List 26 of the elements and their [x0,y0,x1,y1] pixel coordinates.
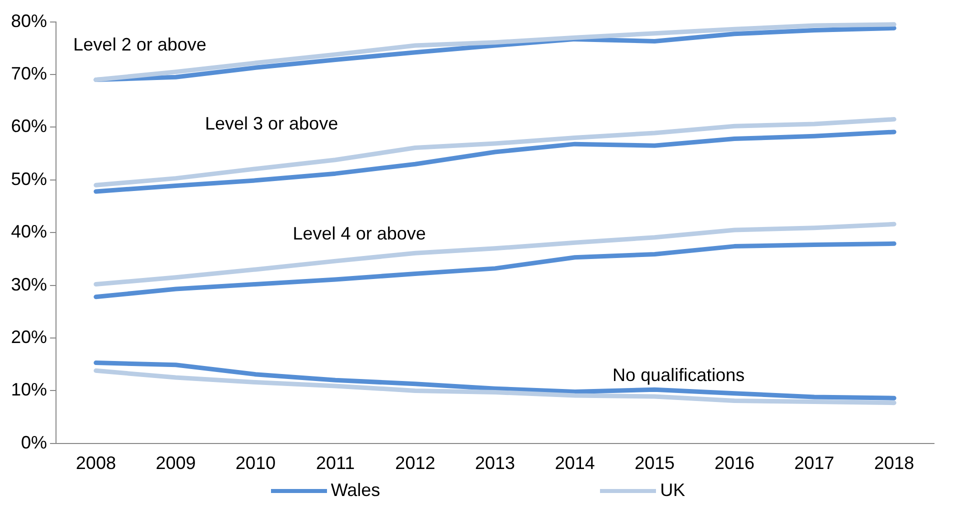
y-tick-label: 10% [10,380,48,400]
x-tick-label: 2014 [554,453,595,474]
annotation: No qualifications [612,364,745,385]
x-tick-label: 2015 [634,453,675,474]
x-tick-label: 2013 [474,453,516,474]
x-tick-label: 2010 [236,453,276,474]
y-tick-label: 40% [10,222,48,242]
y-tick-label: 0% [21,432,48,452]
y-tick-label: 60% [10,116,48,136]
x-tick-label: 2008 [76,453,116,474]
x-tick-label: 2017 [794,453,834,474]
x-tick-label: 2009 [156,453,196,474]
legend-label: UK [660,480,686,501]
y-tick-label: 70% [10,63,48,84]
y-tick-label: 80% [10,10,48,31]
annotation: Level 3 or above [204,114,338,134]
annotation: Level 4 or above [292,224,426,244]
y-tick-label: 20% [10,326,48,347]
y-tick-label: 50% [10,168,48,189]
x-tick-label: 2018 [874,453,914,474]
legend-label: Wales [330,480,380,501]
x-tick-label: 2016 [714,453,754,474]
x-tick-label: 2012 [395,453,436,474]
annotation: Level 2 or above [73,34,206,54]
y-tick-label: 30% [10,274,48,294]
x-tick-label: 2011 [316,453,355,474]
